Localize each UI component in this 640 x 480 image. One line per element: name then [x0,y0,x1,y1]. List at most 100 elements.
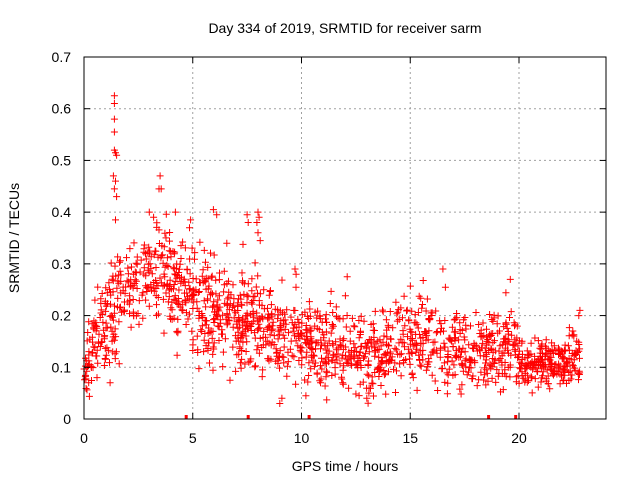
data-point [94,283,102,291]
data-point [542,375,550,383]
data-point [376,336,384,344]
data-point [426,315,434,323]
data-point [239,240,247,248]
data-point [463,371,471,379]
data-point [472,341,480,349]
data-point [527,339,535,347]
data-point [374,364,382,372]
data-point [303,312,311,320]
data-point [210,319,218,326]
data-point [221,299,229,307]
data-point [394,308,402,316]
data-point [441,378,449,386]
data-point [106,359,113,367]
data-point [512,378,520,386]
data-point [283,372,291,380]
data-point [462,321,470,329]
data-point [482,381,490,389]
data-point [379,308,387,316]
data-point [478,332,486,340]
data-point [483,325,490,333]
data-point [358,342,366,350]
data-point [229,343,237,351]
data-point [504,363,512,371]
data-point [244,280,252,288]
data-points [80,92,584,407]
data-point [109,313,116,321]
data-point [181,244,189,252]
data-point [256,301,263,309]
data-point [421,328,429,335]
data-point [408,307,416,315]
data-point [565,369,573,376]
data-point [194,349,202,356]
data-point [109,277,117,285]
data-point [392,298,400,306]
data-point [451,328,459,336]
data-point [469,375,476,383]
data-point [325,347,333,355]
data-point [264,355,272,363]
data-point [277,326,285,334]
y-tick-label: 0.1 [52,359,72,375]
data-point [368,373,376,381]
data-point [322,311,330,319]
data-point [473,347,481,355]
data-point [419,301,426,308]
data-point [555,351,562,358]
data-point [113,151,121,159]
data-point [475,321,483,328]
x-tick-label: 15 [402,430,418,446]
data-point [147,253,155,261]
data-point [145,249,153,257]
data-point [137,256,145,264]
data-point [169,264,177,272]
data-point [437,320,445,328]
data-point [304,336,311,344]
data-point [233,320,241,328]
data-point [221,335,229,343]
data-point [173,328,181,336]
data-point [243,291,251,299]
data-point [284,358,292,366]
data-point [213,211,221,219]
data-point [159,259,167,267]
data-point [418,304,426,312]
data-point [433,349,441,357]
data-point [115,360,123,368]
data-point [363,343,371,351]
gap-marker [487,415,491,419]
data-point [208,334,216,342]
data-point [171,292,179,300]
data-point [102,319,110,327]
data-point [249,293,257,301]
data-point [357,361,365,369]
data-point [170,281,178,288]
data-point [427,351,435,359]
data-point [551,367,559,375]
data-point [269,318,277,326]
data-point [516,364,523,372]
data-point [328,324,336,332]
data-point [172,264,180,272]
data-point [250,313,258,321]
data-point [116,267,124,275]
data-point [355,334,363,342]
data-point [234,328,242,336]
data-point [238,355,246,363]
data-point [235,337,243,345]
data-point [219,363,227,371]
data-point [409,374,417,382]
data-point [161,263,169,271]
data-point [204,285,212,293]
data-point [204,275,212,283]
data-point [292,283,300,291]
data-point [279,331,287,339]
data-point [364,339,372,347]
data-point [534,368,542,376]
data-point [310,362,318,370]
data-point [517,365,524,373]
data-point [132,312,140,320]
data-point [152,292,160,300]
data-point [174,295,182,302]
